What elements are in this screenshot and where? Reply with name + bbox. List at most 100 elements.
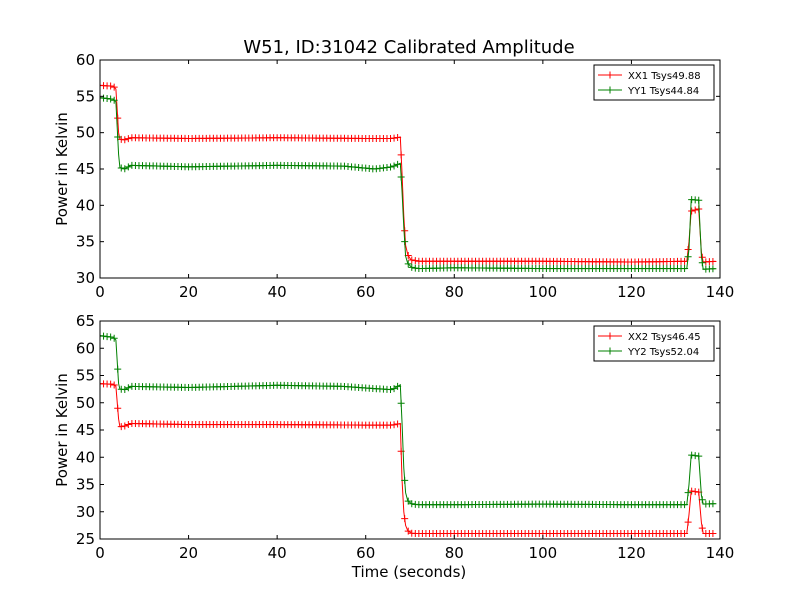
- series-marker: [390, 421, 398, 429]
- series-marker: [695, 196, 703, 204]
- series-marker: [397, 399, 405, 407]
- series-marker: [709, 500, 717, 508]
- y-tick-label: 40: [76, 196, 95, 214]
- series-marker: [698, 496, 706, 504]
- series-marker: [124, 135, 132, 143]
- series-marker: [117, 164, 125, 172]
- series-marker: [404, 260, 412, 268]
- x-tick-label: 140: [706, 544, 735, 562]
- series-marker: [709, 530, 717, 538]
- x-tick-label: 100: [529, 283, 558, 301]
- series-marker: [121, 422, 129, 430]
- x-tick-label: 60: [356, 283, 375, 301]
- panels: 0 20 40 60 80 100 120 140 30 35 40 45 50 55 60 Power in…: [53, 51, 734, 562]
- x-tick-label: 120: [617, 544, 646, 562]
- series-marker: [121, 165, 129, 173]
- series-marker: [121, 136, 129, 144]
- series-marker: [114, 365, 122, 373]
- series-marker: [691, 206, 699, 214]
- y-tick-label: 30: [76, 269, 95, 287]
- series-line: [100, 84, 716, 263]
- y-tick-label: 30: [76, 503, 95, 521]
- series-marker: [404, 497, 412, 505]
- series-marker: [688, 487, 696, 495]
- x-tick-label: 100: [529, 544, 558, 562]
- series-marker: [401, 515, 409, 523]
- series-line: [100, 383, 716, 534]
- x-tick-label: 60: [356, 544, 375, 562]
- series-marker: [408, 263, 416, 271]
- series-marker: [387, 386, 395, 394]
- series-marker: [401, 476, 409, 484]
- series-marker: [401, 227, 409, 235]
- y-tick-label: 40: [76, 448, 95, 466]
- y-tick-label: 45: [76, 160, 95, 178]
- series-marker: [681, 530, 689, 538]
- y-tick-label: 50: [76, 124, 95, 142]
- series-marker: [107, 95, 115, 103]
- series-marker: [107, 380, 115, 388]
- x-tick-label: 80: [445, 283, 464, 301]
- series-marker: [110, 381, 118, 389]
- legend-marker: [606, 332, 614, 340]
- legend-label: XX2 Tsys46.45: [628, 332, 701, 343]
- series-marker: [107, 82, 115, 90]
- series-marker: [390, 385, 398, 393]
- series-marker: [124, 384, 132, 392]
- legend-box: [593, 325, 715, 362]
- series-marker: [684, 246, 692, 254]
- x-tick-label: 80: [445, 544, 464, 562]
- series-marker: [110, 96, 118, 104]
- series-marker: [394, 382, 402, 390]
- y-tick-label: 60: [76, 339, 95, 357]
- series-marker: [408, 500, 416, 508]
- series-marker: [390, 134, 398, 142]
- legend: XX2 Tsys46.45 YY2 Tsys52.04: [593, 325, 715, 362]
- y-tick-label: 50: [76, 394, 95, 412]
- legend: XX1 Tsys49.88 YY1 Tsys44.84: [593, 64, 715, 101]
- legend-box: [593, 64, 715, 101]
- series-marker: [684, 518, 692, 526]
- y-tick-label: 25: [76, 530, 95, 548]
- series-marker: [681, 257, 689, 265]
- series-2: [100, 94, 717, 273]
- y-tick-label: 45: [76, 421, 95, 439]
- series-marker: [404, 527, 412, 535]
- series-marker: [117, 423, 125, 431]
- legend-marker: [606, 347, 614, 355]
- series-1: [100, 380, 717, 538]
- series-marker: [691, 452, 699, 460]
- series-marker: [397, 173, 405, 181]
- y-tick-label: 35: [76, 233, 95, 251]
- series-marker: [681, 501, 689, 509]
- series-marker: [681, 265, 689, 273]
- y-tick-label: 55: [76, 367, 95, 385]
- series-marker: [698, 259, 706, 267]
- series-marker: [124, 163, 132, 171]
- y-axis-label: Power in Kelvin: [53, 112, 71, 226]
- x-tick-label: 40: [268, 544, 287, 562]
- series-marker: [709, 265, 717, 273]
- y-tick-label: 55: [76, 87, 95, 105]
- subplot-1: 0 20 40 60 80 100 120 140 30 35 40 45 50 55 60 Power in…: [53, 51, 734, 301]
- series-marker: [110, 83, 118, 91]
- x-tick-label: 120: [617, 283, 646, 301]
- x-tick-label: 0: [95, 544, 105, 562]
- series-marker: [394, 420, 402, 428]
- y-tick-label: 65: [76, 312, 95, 330]
- legend-label: XX1 Tsys49.88: [628, 71, 701, 82]
- x-tick-label: 0: [95, 283, 105, 301]
- series-marker: [121, 385, 129, 393]
- x-tick-label: 140: [706, 283, 735, 301]
- series-marker: [107, 333, 115, 341]
- series-marker: [688, 451, 696, 459]
- series-marker: [394, 160, 402, 168]
- legend-label: YY1 Tsys44.84: [627, 86, 699, 97]
- legend-label: YY2 Tsys52.04: [627, 347, 699, 358]
- x-tick-label: 20: [179, 283, 198, 301]
- series-marker: [114, 404, 122, 412]
- series-marker: [387, 163, 395, 171]
- series-marker: [114, 133, 122, 141]
- series-marker: [390, 162, 398, 170]
- series-marker: [688, 207, 696, 215]
